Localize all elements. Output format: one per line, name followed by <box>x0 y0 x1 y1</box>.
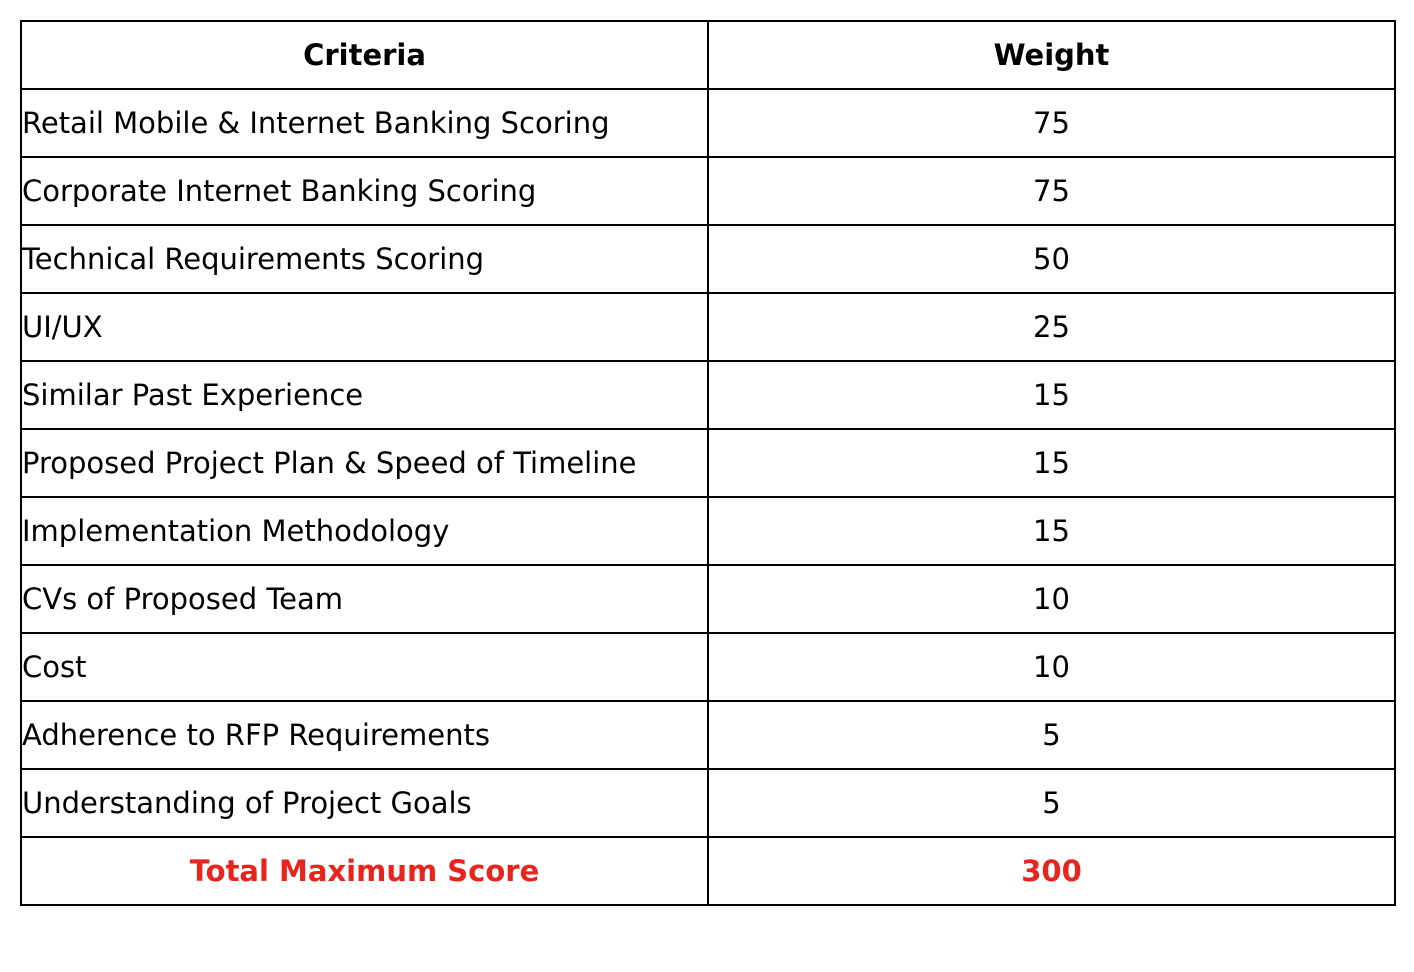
criteria-cell: Retail Mobile & Internet Banking Scoring <box>20 88 709 158</box>
criteria-cell: Adherence to RFP Requirements <box>20 700 709 770</box>
weight-cell: 10 <box>707 564 1396 634</box>
criteria-cell: Proposed Project Plan & Speed of Timelin… <box>20 428 709 498</box>
total-row: Total Maximum Score 300 <box>20 836 1396 906</box>
table-row: CVs of Proposed Team 10 <box>20 564 1396 634</box>
table-row: Understanding of Project Goals 5 <box>20 768 1396 838</box>
table-row: Implementation Methodology 15 <box>20 496 1396 566</box>
weight-cell: 50 <box>707 224 1396 294</box>
weight-cell: 5 <box>707 700 1396 770</box>
table-row: Proposed Project Plan & Speed of Timelin… <box>20 428 1396 498</box>
criteria-cell: Understanding of Project Goals <box>20 768 709 838</box>
criteria-cell: CVs of Proposed Team <box>20 564 709 634</box>
weight-column-header: Weight <box>707 20 1396 90</box>
criteria-cell: UI/UX <box>20 292 709 362</box>
total-value-cell: 300 <box>707 836 1396 906</box>
total-label-cell: Total Maximum Score <box>20 836 709 906</box>
criteria-cell: Implementation Methodology <box>20 496 709 566</box>
weight-cell: 15 <box>707 360 1396 430</box>
table-row: UI/UX 25 <box>20 292 1396 362</box>
criteria-cell: Cost <box>20 632 709 702</box>
weight-cell: 25 <box>707 292 1396 362</box>
weight-cell: 75 <box>707 156 1396 226</box>
weight-cell: 15 <box>707 428 1396 498</box>
weight-cell: 5 <box>707 768 1396 838</box>
table-row: Similar Past Experience 15 <box>20 360 1396 430</box>
criteria-column-header: Criteria <box>20 20 709 90</box>
weight-cell: 10 <box>707 632 1396 702</box>
table-row: Cost 10 <box>20 632 1396 702</box>
weight-cell: 15 <box>707 496 1396 566</box>
criteria-weight-table: Criteria Weight Retail Mobile & Internet… <box>20 20 1396 906</box>
table-row: Corporate Internet Banking Scoring 75 <box>20 156 1396 226</box>
weight-cell: 75 <box>707 88 1396 158</box>
criteria-cell: Corporate Internet Banking Scoring <box>20 156 709 226</box>
table-row: Technical Requirements Scoring 50 <box>20 224 1396 294</box>
criteria-cell: Technical Requirements Scoring <box>20 224 709 294</box>
table-header-row: Criteria Weight <box>20 20 1396 90</box>
criteria-cell: Similar Past Experience <box>20 360 709 430</box>
table-row: Retail Mobile & Internet Banking Scoring… <box>20 88 1396 158</box>
table-row: Adherence to RFP Requirements 5 <box>20 700 1396 770</box>
